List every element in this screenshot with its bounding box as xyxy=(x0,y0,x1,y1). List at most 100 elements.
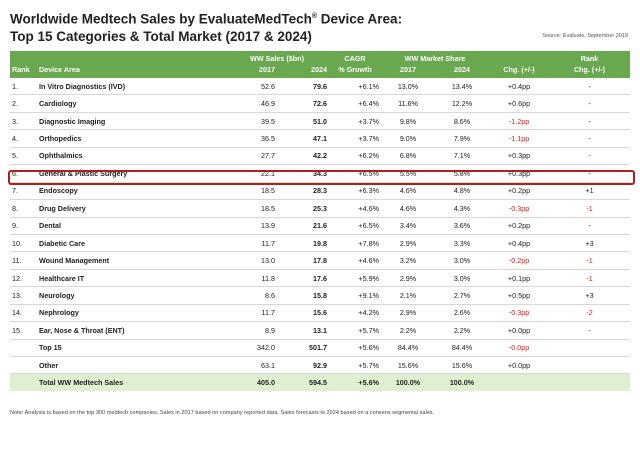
rank-change-cell: +1 xyxy=(549,182,631,201)
table-row: 3. Diagnostic Imaging 39.5 51.0 +3.7% 9.8% 8.6… xyxy=(10,112,631,131)
cagr-cell: +6.5% xyxy=(329,217,382,235)
sales-2024-header: 2024 xyxy=(311,65,328,74)
sales-2024-cell: 15.8 xyxy=(277,286,330,305)
rank-cell xyxy=(10,373,37,391)
sales-2024-cell: 21.6 xyxy=(277,217,330,235)
share-2017-cell: 11.6% xyxy=(381,94,436,113)
device-area-cell: Other xyxy=(37,356,225,375)
device-area-cell: Diabetic Care xyxy=(37,234,225,253)
share-2017-cell: 2.2% xyxy=(381,321,436,340)
share-2024-cell: 7.1% xyxy=(435,147,490,166)
cagr-cell: +9.1% xyxy=(329,286,382,305)
table-row: 7. Endoscopy 18.5 28.3 +6.3% 4.6% 4.8% +0.2pp +1 xyxy=(10,182,631,201)
rank-cell: 1. xyxy=(10,78,37,96)
share-2017-cell: 100.0% xyxy=(381,373,436,391)
sales-2024-cell: 72.6 xyxy=(277,94,330,113)
sales-2024-cell: 42.2 xyxy=(277,147,330,166)
rank-cell xyxy=(10,356,37,375)
share-2024-cell: 13.4% xyxy=(435,78,490,96)
device-area-cell: Wound Management xyxy=(37,251,225,270)
total-row: Total WW Medtech Sales 405.0 594.5 +5.6% 100… xyxy=(10,373,631,391)
share-change-cell: +0.3pp xyxy=(489,164,550,183)
rank-cell: 12. xyxy=(10,269,37,288)
device-area-cell: Nephrology xyxy=(37,304,225,323)
table-row: 11. Wound Management 13.0 17.8 +4.6% 3.2% 3.0%… xyxy=(10,251,631,270)
share-2017-cell: 15.6% xyxy=(381,356,436,375)
share-2024-cell: 2.7% xyxy=(435,286,490,305)
table-row: 6. General & Plastic Surgery 22.1 34.3 +6.5%… xyxy=(10,164,631,183)
sales-2024-cell: 28.3 xyxy=(277,182,330,201)
rank-cell: 5. xyxy=(10,147,37,166)
rank-cell: 6. xyxy=(10,164,37,183)
sales-2017-cell: 342.0 xyxy=(225,339,277,358)
sales-2024-cell: 17.6 xyxy=(277,269,330,288)
rank-cell xyxy=(10,339,37,358)
sales-2017-cell: 18.5 xyxy=(225,199,277,218)
rank-cell: 15. xyxy=(10,321,37,340)
device-area-cell: Ear, Nose & Throat (ENT) xyxy=(37,321,225,340)
share-change-header: Chg. (+/-) xyxy=(503,65,535,74)
sales-2017-cell: 8.6 xyxy=(225,286,277,305)
sales-2024-cell: 15.6 xyxy=(277,304,330,323)
rank-cell: 9. xyxy=(10,217,37,235)
share-change-cell: +0.4pp xyxy=(489,234,550,253)
rank-change-cell: - xyxy=(549,147,631,166)
title-line-1-end: Device Area: xyxy=(317,11,403,27)
rank-cell: 14. xyxy=(10,304,37,323)
device-area-cell: Dental xyxy=(37,217,225,235)
share-2024-header: 2024 xyxy=(454,65,471,74)
rank-cell: 4. xyxy=(10,129,37,148)
cagr-cell: +6.4% xyxy=(329,94,382,113)
sales-2017-cell: 11.8 xyxy=(225,269,277,288)
page-title: Worldwide Medtech Sales by EvaluateMedTe… xyxy=(10,8,402,45)
sales-2017-cell: 36.5 xyxy=(225,129,277,148)
title-line-1: Worldwide Medtech Sales by EvaluateMedTe… xyxy=(10,11,312,27)
table-row: 12. Healthcare IT 11.8 17.6 +5.9% 2.9% 3.0% +0.… xyxy=(10,269,631,288)
sales-2024-cell: 25.3 xyxy=(277,199,330,218)
share-2017-cell: 2.9% xyxy=(381,269,436,288)
share-change-cell: +0.3pp xyxy=(489,147,550,166)
device-area-cell: Top 15 xyxy=(37,339,225,358)
rank-change-cell: -1 xyxy=(549,251,631,270)
share-2024-cell: 3.0% xyxy=(435,251,490,270)
sales-2024-cell: 13.1 xyxy=(277,321,330,340)
rank-cell: 10. xyxy=(10,234,37,253)
rank-change-cell xyxy=(549,373,631,391)
share-2017-cell: 13.0% xyxy=(381,78,436,96)
share-2024-cell: 7.9% xyxy=(435,129,490,148)
sales-2024-cell: 19.8 xyxy=(277,234,330,253)
sales-2024-cell: 79.6 xyxy=(277,78,330,96)
share-change-cell: -0.3pp xyxy=(489,304,550,323)
share-change-cell: -0.2pp xyxy=(489,251,550,270)
share-2024-cell: 5.8% xyxy=(435,164,490,183)
cagr-sub-header: % Growth xyxy=(338,65,372,74)
share-2017-cell: 3.4% xyxy=(381,217,436,235)
share-change-cell: +0.2pp xyxy=(489,182,550,201)
table-row: 2. Cardiology 46.9 72.6 +6.4% 11.6% 12.2% +0.6p… xyxy=(10,94,631,113)
rank-change-cell: -1 xyxy=(549,199,631,218)
cagr-cell: +4.6% xyxy=(329,251,382,270)
share-change-cell: +0.4pp xyxy=(489,78,550,96)
device-area-cell: Drug Delivery xyxy=(37,199,225,218)
share-2017-cell: 6.8% xyxy=(381,147,436,166)
cagr-header: CAGR xyxy=(344,54,366,63)
table-row: 9. Dental 13.9 21.6 +6.5% 3.4% 3.6% +0.2pp - xyxy=(10,217,631,235)
rank-change-cell: - xyxy=(549,321,631,340)
share-2017-cell: 4.6% xyxy=(381,199,436,218)
share-change-cell: -0.3pp xyxy=(489,199,550,218)
sales-2017-cell: 22.1 xyxy=(225,164,277,183)
device-area-header: Device Area xyxy=(39,65,80,74)
share-2017-cell: 2.9% xyxy=(381,234,436,253)
cagr-cell: +5.6% xyxy=(329,339,382,358)
device-area-cell: Orthopedics xyxy=(37,129,225,148)
share-2024-cell: 12.2% xyxy=(435,94,490,113)
header-row-1: WW Sales ($bn) CAGR WW Market Share Rank xyxy=(10,51,631,64)
cagr-cell: +6.3% xyxy=(329,182,382,201)
rank-cell: 7. xyxy=(10,182,37,201)
rank-change-cell xyxy=(549,339,631,358)
table-row: 5. Ophthalmics 27.7 42.2 +6.2% 6.8% 7.1% +0.3pp… xyxy=(10,147,631,166)
share-2017-cell: 2.1% xyxy=(381,286,436,305)
cagr-cell: +5.7% xyxy=(329,321,382,340)
sales-2024-cell: 34.3 xyxy=(277,164,330,183)
sales-2017-cell: 13.9 xyxy=(225,217,277,235)
